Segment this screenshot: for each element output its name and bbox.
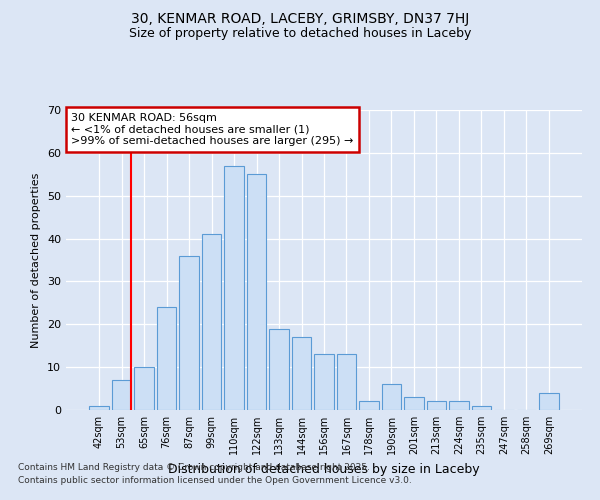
Bar (269, 328, 289, 410)
Bar (427, 402, 446, 410)
Bar (472, 406, 491, 410)
Bar (404, 397, 424, 410)
Bar (539, 393, 559, 410)
Text: 30, KENMAR ROAD, LACEBY, GRIMSBY, DN37 7HJ: 30, KENMAR ROAD, LACEBY, GRIMSBY, DN37 7… (131, 12, 469, 26)
Bar (89, 406, 109, 410)
Text: Contains HM Land Registry data © Crown copyright and database right 2025.: Contains HM Land Registry data © Crown c… (18, 464, 370, 472)
Bar (247, 174, 266, 410)
X-axis label: Distribution of detached houses by size in Laceby: Distribution of detached houses by size … (168, 462, 480, 475)
Bar (179, 256, 199, 410)
Bar (359, 402, 379, 410)
Text: 30 KENMAR ROAD: 56sqm
← <1% of detached houses are smaller (1)
>99% of semi-deta: 30 KENMAR ROAD: 56sqm ← <1% of detached … (71, 113, 353, 146)
Bar (314, 354, 334, 410)
Text: Size of property relative to detached houses in Laceby: Size of property relative to detached ho… (129, 28, 471, 40)
Bar (134, 367, 154, 410)
Bar (292, 337, 311, 410)
Bar (449, 402, 469, 410)
Bar (112, 380, 131, 410)
Bar (202, 234, 221, 410)
Y-axis label: Number of detached properties: Number of detached properties (31, 172, 41, 348)
Bar (337, 354, 356, 410)
Text: Contains public sector information licensed under the Open Government Licence v3: Contains public sector information licen… (18, 476, 412, 485)
Bar (224, 166, 244, 410)
Bar (382, 384, 401, 410)
Bar (157, 307, 176, 410)
